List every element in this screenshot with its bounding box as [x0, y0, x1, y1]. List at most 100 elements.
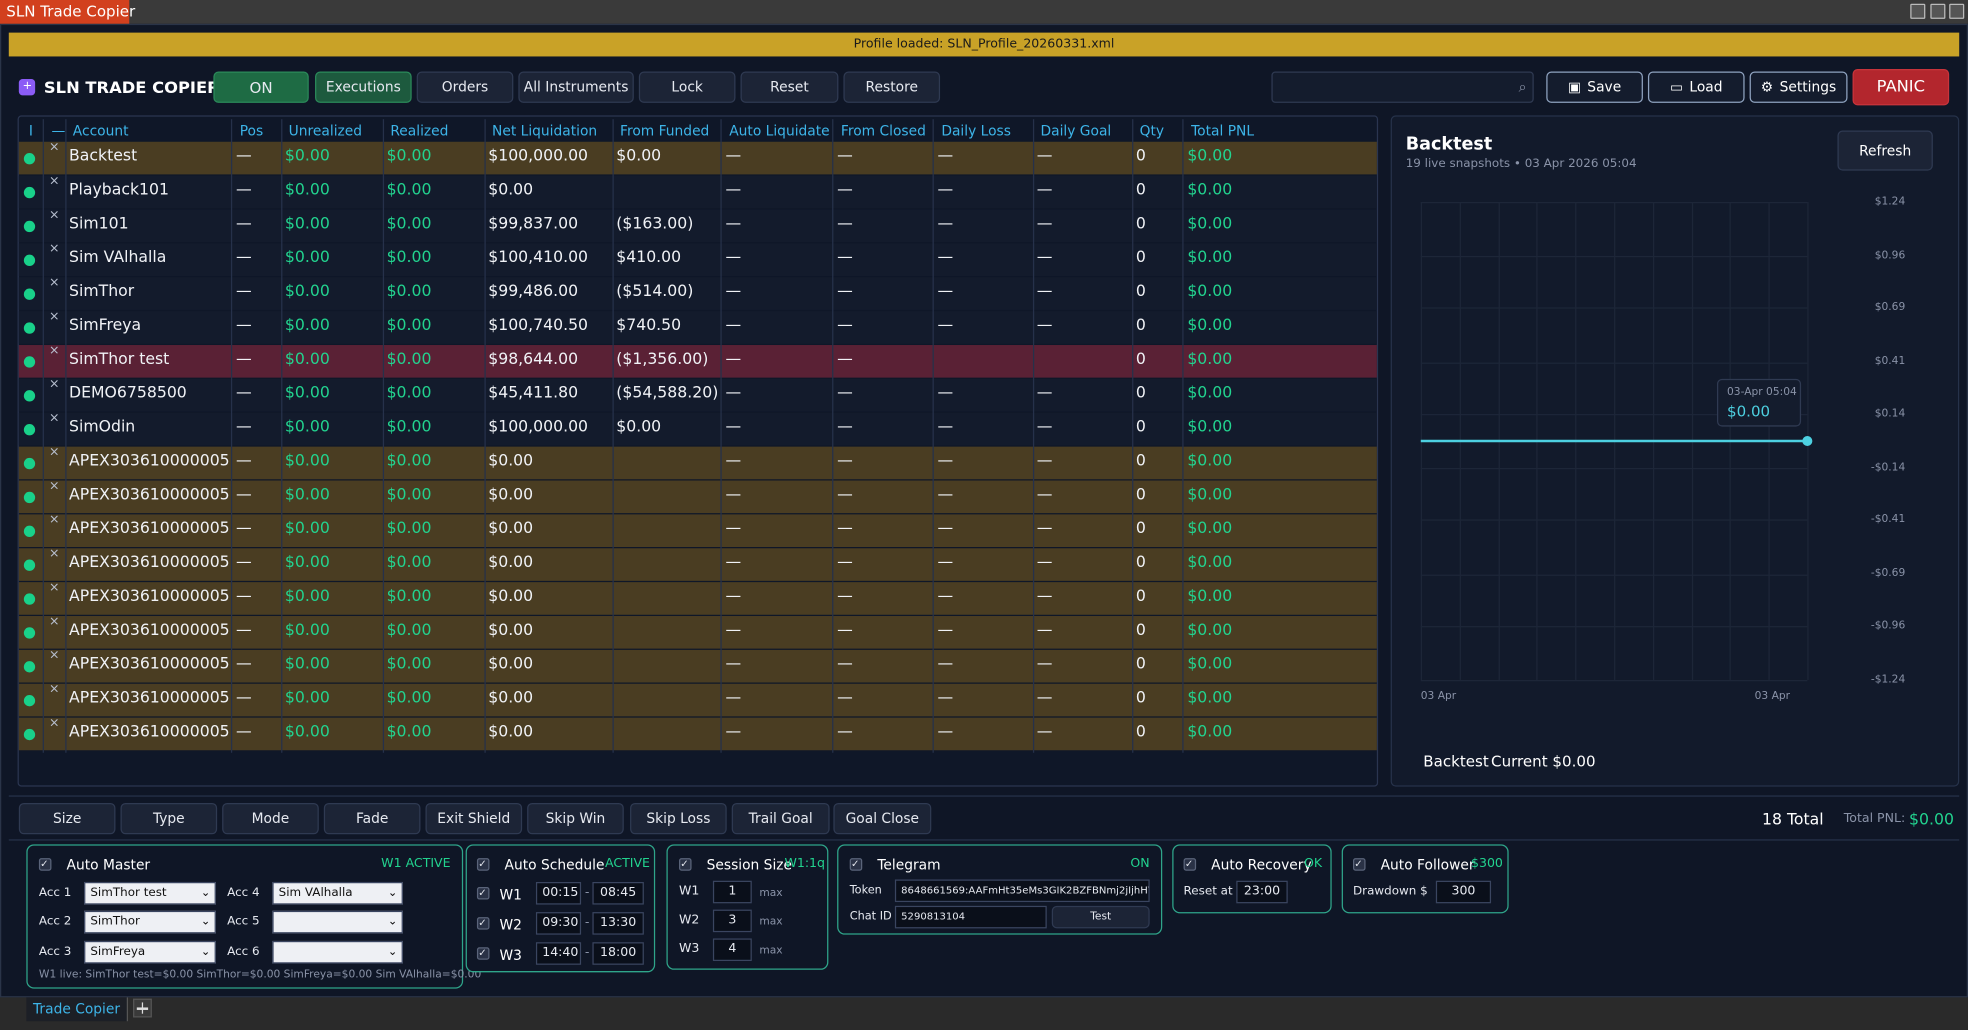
time-input[interactable]: 00:15 [535, 881, 582, 905]
cell: — [235, 653, 252, 673]
cell: — [937, 483, 954, 503]
cell: 0 [1135, 653, 1146, 673]
checkbox[interactable] [476, 917, 490, 930]
cell: $0.00 [1187, 416, 1233, 436]
checkbox[interactable] [1183, 858, 1197, 871]
remove-icon: × [48, 479, 60, 494]
checkbox[interactable] [1352, 858, 1366, 871]
cell: — [235, 483, 252, 503]
cell: — [937, 619, 954, 639]
cell: — [837, 450, 853, 469]
cell: ($163.00) [616, 212, 694, 232]
action-button[interactable]: ▣ Save [1546, 71, 1643, 103]
refresh-button[interactable]: Refresh [1837, 130, 1933, 171]
checkbox[interactable] [38, 858, 52, 871]
y-tick-label: -$0.41 [1870, 513, 1906, 526]
checkbox[interactable] [679, 858, 692, 871]
table-row [18, 141, 1377, 175]
backtest-panel [1390, 115, 1960, 787]
cell: $0.00 [1187, 517, 1233, 537]
panic-button[interactable]: PANIC [1852, 69, 1950, 106]
account-select[interactable]: SimThor test [84, 881, 216, 905]
time-input[interactable]: 09:30 [535, 912, 582, 935]
test-button[interactable]: Test [1051, 905, 1150, 929]
checkbox[interactable] [849, 858, 863, 871]
size-label: W2 [679, 913, 700, 928]
window-control[interactable] [1949, 3, 1965, 19]
cell: $0.00 [386, 619, 432, 639]
column-header: Pos [239, 122, 264, 139]
option-button[interactable]: Exit Shield [425, 802, 523, 835]
cell: — [837, 483, 853, 503]
toggle-button[interactable]: ON [213, 71, 309, 103]
toolbar-button[interactable]: Restore [843, 71, 941, 103]
cell: 0 [1135, 280, 1146, 300]
account-select[interactable] [272, 910, 403, 934]
tab[interactable]: Trade Copier [26, 997, 129, 1022]
option-button[interactable]: Trail Goal [731, 802, 830, 835]
cell: ($514.00) [616, 280, 694, 300]
account-select[interactable]: Sim VAlhalla [272, 881, 403, 905]
column-header: Unrealized [288, 122, 363, 139]
toolbar-button[interactable]: All Instruments [518, 71, 634, 103]
option-button[interactable]: Skip Win [527, 802, 624, 835]
toolbar-button[interactable]: Executions [315, 71, 412, 103]
window-control[interactable] [1910, 3, 1926, 19]
time-input[interactable]: 13:30 [592, 912, 644, 935]
cell: $0.00 [488, 517, 534, 537]
option-button[interactable]: Size [18, 802, 116, 835]
size-input[interactable]: 3 [712, 909, 752, 933]
cell: — [837, 280, 853, 300]
cell: — [725, 280, 742, 300]
cell: $740.50 [616, 314, 682, 334]
option-button[interactable]: Fade [323, 802, 421, 835]
account-select[interactable] [272, 940, 403, 964]
remove-icon: × [48, 411, 60, 426]
status-dot [23, 390, 36, 402]
time-input[interactable]: 18:00 [592, 942, 644, 965]
action-button[interactable]: ▭ Load [1647, 71, 1745, 103]
option-button[interactable]: Type [120, 802, 218, 835]
size-input[interactable]: 4 [712, 938, 752, 962]
action-button[interactable]: ⚙ Settings [1749, 71, 1848, 103]
cell: ($1,356.00) [616, 348, 709, 368]
cell: $0.00 [386, 382, 432, 402]
remove-icon: × [48, 309, 60, 324]
toolbar-button[interactable]: Reset [740, 71, 839, 103]
brand-icon-plus: + [22, 80, 33, 93]
cell: — [725, 179, 742, 198]
option-button[interactable]: Skip Loss [630, 802, 727, 835]
window-label: W1 [499, 886, 522, 903]
search-box[interactable] [1271, 71, 1534, 103]
toolbar-button[interactable]: Lock [638, 71, 736, 103]
table-row [18, 345, 1377, 378]
cell: — [937, 450, 954, 469]
cell: $0.00 [284, 348, 330, 368]
account-select[interactable]: SimFreya [84, 940, 216, 964]
drawdown-input[interactable]: 300 [1435, 880, 1492, 904]
chat-input[interactable]: 5290813104 [894, 905, 1047, 929]
window-control[interactable] [1930, 3, 1946, 19]
checkbox[interactable] [476, 858, 490, 871]
toolbar-button[interactable]: Orders [416, 71, 514, 103]
cell: $0.00 [284, 687, 330, 707]
checkbox[interactable] [476, 887, 490, 900]
time-input[interactable]: 14:40 [535, 942, 582, 965]
time-input[interactable]: 08:45 [592, 881, 644, 905]
total-pnl-label: Total PNL: [1843, 811, 1906, 826]
size-input[interactable]: 1 [712, 880, 752, 904]
panel-title: Auto Schedule [504, 856, 605, 873]
account-select[interactable]: SimThor [84, 910, 216, 934]
reset-input[interactable]: 23:00 [1236, 880, 1288, 904]
app-border [0, 23, 1968, 998]
cell: 0 [1135, 314, 1146, 334]
table-row [18, 480, 1377, 514]
option-button[interactable]: Goal Close [833, 802, 932, 835]
cell: — [235, 246, 252, 266]
table-row [18, 277, 1377, 310]
select-arrow: ⌄ [387, 915, 398, 928]
checkbox[interactable] [476, 947, 490, 960]
option-button[interactable]: Mode [222, 802, 319, 835]
token-input[interactable]: 8648661569:AAFmHt35eMs3GIK2BZFBNmj2jIjhH… [894, 879, 1150, 903]
